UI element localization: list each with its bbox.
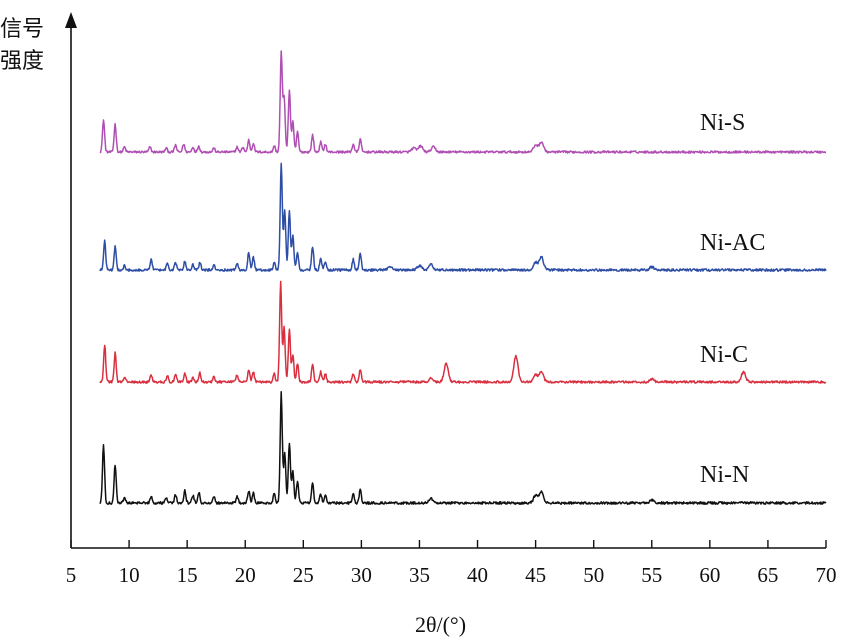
x-tick-label: 30 [351, 563, 372, 587]
series-label-ni-n: Ni-N [700, 462, 749, 488]
y-axis-label-line2: 强度 [0, 49, 44, 74]
series-label-ni-c: Ni-C [700, 342, 748, 368]
series-layer [99, 50, 827, 505]
labels-layer: Ni-S Ni-AC Ni-C Ni-N [700, 110, 765, 488]
series-line-ni-c [99, 280, 827, 384]
y-axis-arrow [65, 12, 77, 28]
x-tick-label: 55 [641, 563, 662, 587]
series-line-ni-ac [99, 162, 827, 272]
x-tick-label: 45 [525, 563, 546, 587]
x-tick-label: 60 [699, 563, 720, 587]
series-line-ni-s [99, 50, 827, 154]
x-tick-label: 10 [119, 563, 140, 587]
x-tick-label: 50 [583, 563, 604, 587]
x-tick-label: 5 [66, 563, 77, 587]
series-line-ni-n [99, 391, 827, 505]
x-tick-label: 15 [177, 563, 198, 587]
x-axis-label: 2θ/(°) [415, 612, 466, 637]
x-tick-label: 20 [235, 563, 256, 587]
series-label-ni-s: Ni-S [700, 110, 745, 136]
series-label-ni-ac: Ni-AC [700, 230, 765, 256]
x-tick-label: 65 [757, 563, 778, 587]
y-axis-label-line1: 信号 [0, 17, 44, 42]
x-tick-label: 35 [409, 563, 430, 587]
x-tick-label: 25 [293, 563, 314, 587]
x-tick-label: 40 [467, 563, 488, 587]
x-tick-label: 70 [816, 563, 837, 587]
